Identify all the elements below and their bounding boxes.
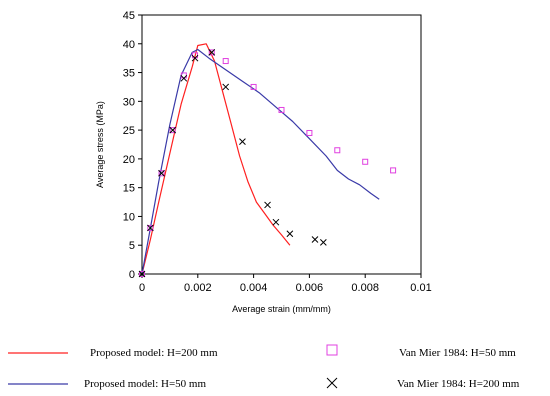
y-tick-label: 30 — [123, 96, 135, 108]
data-point-x — [180, 74, 188, 82]
series-layer — [138, 43, 397, 278]
x-tick-label: 0 — [139, 282, 145, 294]
plot-area — [141, 14, 422, 275]
data-point-x — [239, 138, 246, 145]
data-point-x — [208, 49, 216, 56]
y-tick-label: 15 — [123, 183, 135, 195]
y-axis-label: Average stress (MPa) — [95, 101, 105, 188]
data-point-square — [139, 271, 145, 277]
y-tick-label: 25 — [123, 125, 135, 137]
data-point-x — [147, 224, 154, 232]
series-3 — [139, 49, 397, 277]
data-point-square — [278, 106, 285, 113]
x-axis-ticks: 0 0.002 0.004 0.006 0.008 0.01 — [139, 274, 432, 294]
legend-label: Van Mier 1984: H=50 mm — [399, 347, 516, 359]
legend-x-marker — [326, 377, 338, 389]
x-tick-label: 0.004 — [240, 282, 268, 294]
data-point-square — [147, 224, 154, 231]
data-point-square — [169, 127, 176, 134]
series-4 — [138, 49, 327, 278]
data-point-square — [250, 83, 257, 90]
data-point-square — [390, 167, 397, 174]
legend-label: Proposed model: H=200 mm — [90, 347, 218, 359]
legend-item-proposed-200: Proposed model: H=200 mm — [8, 347, 218, 359]
data-point-square — [208, 49, 215, 56]
x-tick-label: 0.006 — [296, 282, 324, 294]
legend-x-glyph — [326, 377, 338, 389]
data-point-x — [158, 169, 165, 177]
y-tick-label: 5 — [129, 240, 135, 252]
legend-item-vanmier-50: Van Mier 1984: H=50 mm — [326, 344, 516, 359]
y-tick-label: 0 — [129, 269, 135, 281]
legend-item-proposed-50: Proposed model: H=50 mm — [8, 378, 206, 390]
y-axis-ticks: 0 5 10 15 20 25 30 35 40 45 — [123, 10, 142, 281]
x-tick-label: 0.002 — [184, 282, 212, 294]
data-point-x — [191, 54, 199, 62]
data-point-x — [264, 201, 271, 209]
y-tick-label: 40 — [123, 39, 135, 51]
data-point-x — [272, 218, 280, 226]
data-point-square — [222, 58, 229, 65]
data-point-x — [311, 236, 319, 243]
data-point-square — [334, 147, 341, 154]
data-point-square — [158, 170, 165, 177]
legend-label: Van Mier 1984: H=200 mm — [397, 378, 520, 390]
legend-label: Proposed model: H=50 mm — [84, 378, 206, 390]
data-point-x — [169, 126, 177, 134]
data-point-square — [362, 158, 369, 165]
y-tick-label: 45 — [123, 10, 135, 22]
series-2 — [141, 48, 380, 275]
data-point-x — [319, 238, 327, 246]
x-axis-label: Average strain (mm/mm) — [232, 304, 331, 314]
y-tick-label: 35 — [123, 68, 135, 80]
y-tick-label: 20 — [123, 154, 135, 166]
data-point-x — [286, 230, 294, 238]
legend-item-vanmier-200: Van Mier 1984: H=200 mm — [326, 377, 520, 390]
x-tick-label: 0.008 — [351, 282, 379, 294]
legend-square-marker — [326, 344, 338, 356]
data-point-square — [306, 129, 313, 136]
data-point-x — [222, 83, 230, 91]
data-point-x — [138, 270, 146, 278]
legend: Proposed model: H=200 mm Van Mier 1984: … — [8, 344, 520, 390]
y-tick-label: 10 — [123, 211, 135, 223]
series-1 — [141, 43, 291, 275]
series-line — [141, 43, 291, 275]
x-tick-label: 0.01 — [410, 282, 431, 294]
series-line — [141, 48, 380, 275]
